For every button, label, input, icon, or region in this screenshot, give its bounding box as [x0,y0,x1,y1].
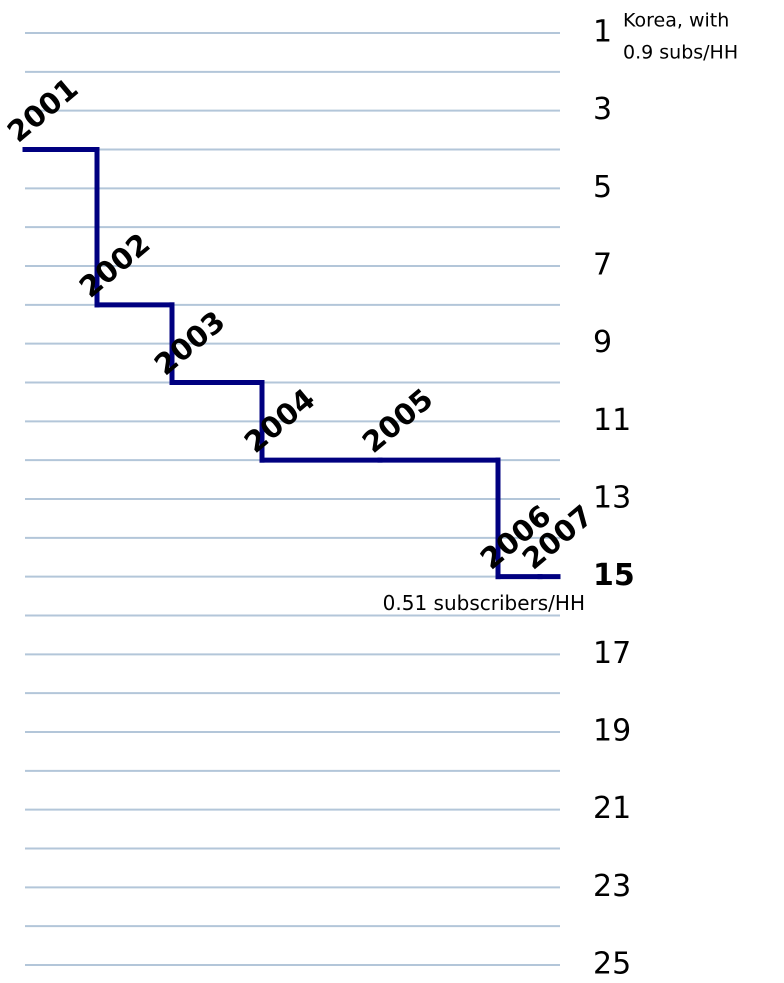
y-tick-label: 11 [593,403,631,438]
y-tick-label: 3 [593,92,612,127]
y-tick-label: 23 [593,869,631,904]
y-tick-label: 19 [593,714,631,749]
y-tick-label: 9 [593,325,612,360]
annotation: 0.9 subs/HH [623,42,738,64]
y-tick-label: 17 [593,636,631,671]
y-tick-label: 13 [593,481,631,516]
y-tick-label: 15 [593,558,635,593]
y-tick-label: 5 [593,170,612,205]
y-tick-label: 1 [593,15,612,50]
y-tick-label: 7 [593,248,612,283]
y-tick-label: 21 [593,791,631,826]
annotation: Korea, with [623,10,729,32]
y-tick-label: 25 [593,947,631,982]
annotation: 0.51 subscribers/HH [383,591,585,615]
